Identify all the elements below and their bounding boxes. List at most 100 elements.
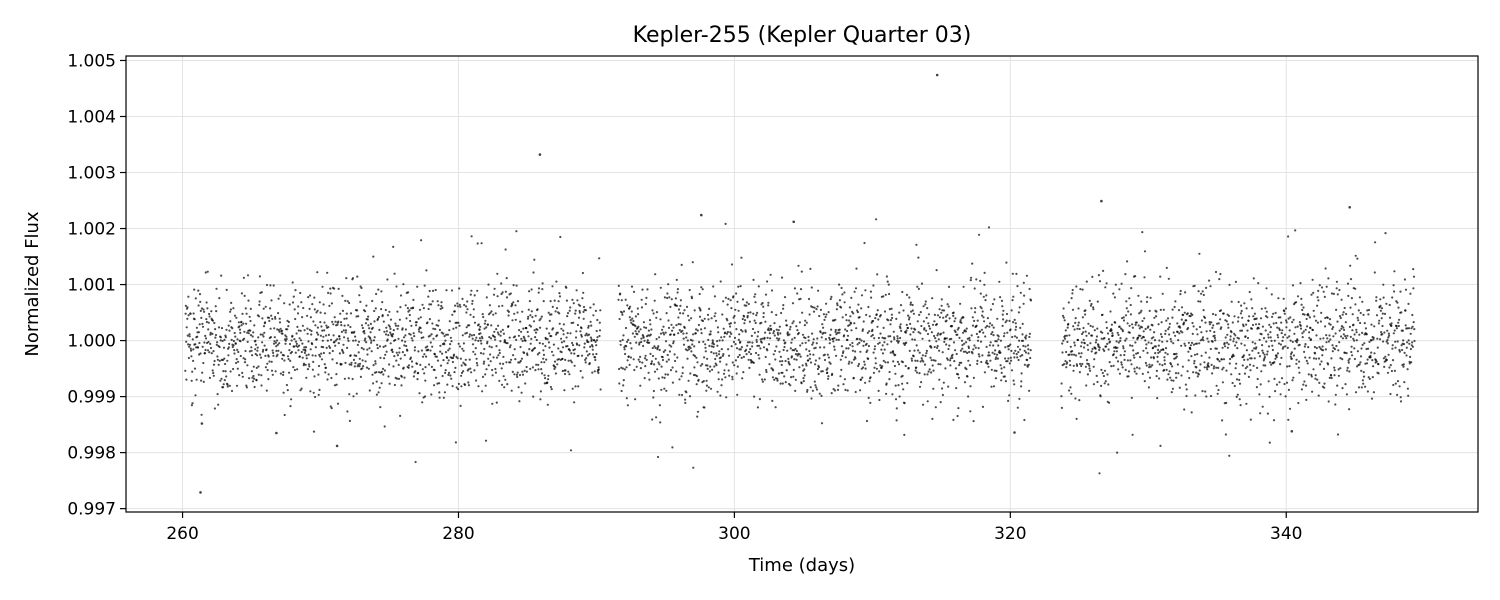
data-point [621, 338, 624, 341]
data-point [489, 353, 492, 356]
data-point [634, 398, 637, 401]
data-point [1382, 340, 1385, 343]
data-point [1091, 325, 1094, 328]
data-point [809, 361, 813, 364]
data-point [712, 345, 715, 348]
data-point [1282, 336, 1285, 339]
data-point [1382, 296, 1385, 299]
data-point [1295, 341, 1298, 344]
data-point [1269, 331, 1272, 334]
data-point [1111, 332, 1114, 335]
data-point [792, 368, 795, 371]
data-point [696, 361, 699, 364]
data-point [910, 310, 913, 313]
data-point [1347, 359, 1350, 362]
data-point [1071, 288, 1074, 292]
data-point [1237, 316, 1240, 319]
data-point [959, 349, 963, 352]
data-point [1106, 332, 1110, 335]
data-point [750, 334, 754, 337]
data-point [265, 389, 268, 392]
data-point [373, 336, 376, 339]
data-point [357, 363, 360, 366]
data-point [923, 327, 926, 330]
data-point [1353, 333, 1356, 336]
data-point [648, 341, 651, 344]
data-point [716, 340, 719, 343]
data-point [381, 367, 385, 370]
data-point [671, 366, 674, 369]
data-point [1209, 285, 1212, 288]
data-point [269, 284, 272, 287]
data-point [354, 335, 357, 338]
data-point [322, 351, 325, 355]
data-point [746, 344, 749, 347]
data-point [473, 321, 477, 324]
data-point [778, 350, 781, 353]
data-point [214, 336, 217, 339]
data-point [776, 331, 779, 334]
data-point [1283, 312, 1286, 315]
data-point [287, 320, 290, 324]
data-point [576, 343, 579, 346]
data-point [802, 377, 805, 380]
data-point [1396, 340, 1399, 343]
data-point [282, 371, 285, 374]
data-point [1020, 380, 1023, 383]
data-point [344, 331, 347, 334]
data-point [705, 384, 709, 387]
data-point [1000, 379, 1003, 382]
data-point [820, 370, 823, 373]
data-point [936, 314, 940, 317]
data-point [1322, 367, 1326, 370]
data-point [272, 351, 275, 354]
data-point [927, 322, 930, 325]
data-point [1285, 319, 1288, 322]
data-point [1012, 379, 1015, 382]
data-point [1168, 370, 1171, 373]
data-point [519, 320, 522, 323]
data-point [793, 287, 797, 290]
data-point [312, 391, 315, 394]
data-point [202, 308, 205, 311]
data-point [719, 360, 722, 363]
data-point [501, 291, 504, 294]
data-point [1308, 331, 1311, 334]
data-point [1065, 350, 1068, 354]
data-point [321, 329, 324, 332]
data-point [1392, 284, 1395, 287]
data-point [1066, 326, 1069, 329]
data-point [314, 354, 317, 357]
data-point [586, 339, 589, 342]
data-point [416, 378, 419, 381]
data-point [1089, 324, 1092, 327]
data-point [270, 369, 274, 372]
data-point [657, 361, 660, 364]
data-point [1267, 336, 1270, 339]
data-point [743, 319, 747, 322]
data-point [873, 348, 876, 351]
data-point [931, 297, 934, 300]
data-point [336, 338, 339, 341]
data-point [1333, 366, 1336, 369]
data-point [1307, 373, 1310, 376]
data-point [493, 330, 496, 333]
data-point [669, 333, 672, 336]
data-point [1120, 361, 1123, 364]
data-point [524, 382, 527, 385]
data-point [1087, 348, 1090, 351]
data-point [940, 298, 943, 301]
data-point [571, 344, 575, 347]
data-point [730, 263, 734, 266]
data-point [374, 307, 377, 310]
data-point [1387, 353, 1390, 356]
data-point [333, 287, 336, 290]
data-point [847, 362, 850, 365]
data-point [1068, 389, 1071, 392]
data-point [1379, 298, 1382, 301]
data-point [766, 349, 769, 352]
data-point [420, 239, 423, 242]
data-point [733, 336, 737, 339]
data-point [1361, 300, 1364, 303]
data-point [1334, 393, 1337, 396]
